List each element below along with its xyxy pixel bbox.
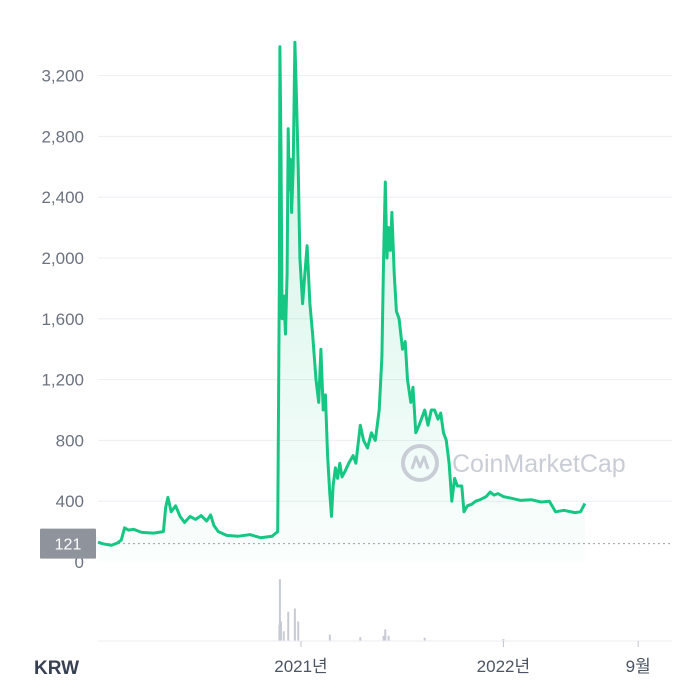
- y-axis-ticks: 0 400 800 1,200 1,600 2,000 2,400 2,800 3,200: [41, 67, 84, 572]
- currency-label: KRW: [34, 658, 79, 679]
- volume-bar: [293, 608, 296, 641]
- volume-bar: [502, 639, 505, 641]
- watermark-text: CoinMarketCap: [452, 450, 626, 478]
- price-line: [97, 40, 587, 547]
- current-price-label: 121: [55, 537, 82, 554]
- volume-bar: [387, 635, 390, 641]
- volume-bar: [423, 637, 426, 641]
- y-tick-label: 3,200: [41, 67, 84, 86]
- volume-bars: [278, 579, 505, 641]
- price-area-fill: [98, 42, 585, 562]
- volume-bar: [282, 631, 285, 641]
- watermark: CoinMarketCap: [401, 444, 626, 482]
- coinmarketcap-logo-icon: [401, 444, 439, 482]
- volume-bar: [278, 579, 281, 641]
- volume-bar: [384, 629, 387, 641]
- volume-bar: [359, 637, 362, 641]
- y-tick-label: 2,400: [41, 188, 84, 207]
- x-tick-label: 2021년: [274, 657, 327, 676]
- x-tick-label: 2022년: [477, 657, 530, 676]
- y-tick-label: 2,000: [41, 249, 84, 268]
- volume-bar: [297, 621, 300, 641]
- current-price-badge: 121: [40, 528, 96, 559]
- y-tick-label: 800: [56, 431, 84, 450]
- volume-bar: [287, 611, 290, 641]
- x-tick-label: 9월: [626, 657, 651, 676]
- x-axis-ticks: 2021년 2022년 9월: [274, 641, 651, 676]
- volume-bar: [382, 635, 385, 641]
- volume-bar: [280, 621, 283, 641]
- y-tick-label: 1,600: [41, 310, 84, 329]
- y-tick-label: 1,200: [41, 371, 84, 390]
- y-tick-label: 0: [75, 553, 84, 572]
- y-tick-label: 400: [56, 492, 84, 511]
- volume-bar: [328, 634, 331, 641]
- y-tick-label: 2,800: [41, 127, 84, 146]
